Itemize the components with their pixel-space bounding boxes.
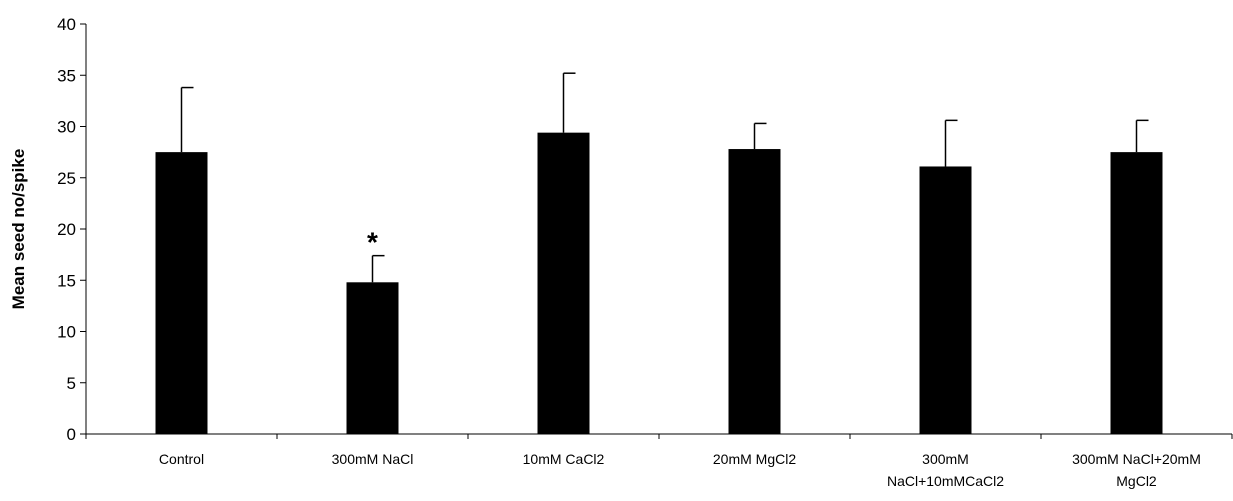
significance-marker: * xyxy=(367,227,378,258)
error-bars xyxy=(180,72,1149,283)
category-label-line: 10mM CaCl2 xyxy=(523,451,605,467)
y-axis-label: Mean seed no/spike xyxy=(9,149,28,310)
category-label-line: 300mM xyxy=(922,451,969,467)
y-tick-label: 20 xyxy=(57,220,76,239)
category-label-line: Control xyxy=(159,451,204,467)
category-label-line: 20mM MgCl2 xyxy=(713,451,796,467)
category-label-line: MgCl2 xyxy=(1116,473,1157,489)
bars xyxy=(155,132,1163,435)
y-tick-label: 5 xyxy=(67,374,76,393)
y-axis: 0 5 10 15 20 25 30 35 40 xyxy=(57,15,87,444)
category-label-line: NaCl+10mMCaCl2 xyxy=(887,473,1004,489)
category-label: Control xyxy=(159,451,204,467)
category-label: 10mM CaCl2 xyxy=(523,451,605,467)
category-label-line: 300mM NaCl xyxy=(332,451,414,467)
y-tick-label: 35 xyxy=(57,66,76,85)
bar xyxy=(1110,152,1163,434)
category-label: 300mM NaCl xyxy=(332,451,414,467)
bar xyxy=(919,166,972,434)
y-tick-label: 0 xyxy=(67,425,76,444)
bar xyxy=(537,132,590,434)
bar xyxy=(155,152,208,434)
bar xyxy=(728,149,781,435)
y-tick-label: 10 xyxy=(57,323,76,342)
y-tick-label: 40 xyxy=(57,15,76,34)
y-tick-label: 15 xyxy=(57,271,76,290)
y-tick-label: 25 xyxy=(57,169,76,188)
y-tick-label: 30 xyxy=(57,118,76,137)
x-axis xyxy=(85,433,1233,439)
category-labels: Control 300mM NaCl 10mM CaCl2 20mM MgCl2 300… xyxy=(159,451,1201,489)
category-label: 300mM NaCl+10mMCaCl2 xyxy=(887,451,1004,489)
annotations: * xyxy=(367,227,378,258)
category-label-line: 300mM NaCl+20mM xyxy=(1072,451,1201,467)
bar xyxy=(346,282,399,434)
category-label: 20mM MgCl2 xyxy=(713,451,796,467)
category-label: 300mM NaCl+20mM MgCl2 xyxy=(1072,451,1201,489)
